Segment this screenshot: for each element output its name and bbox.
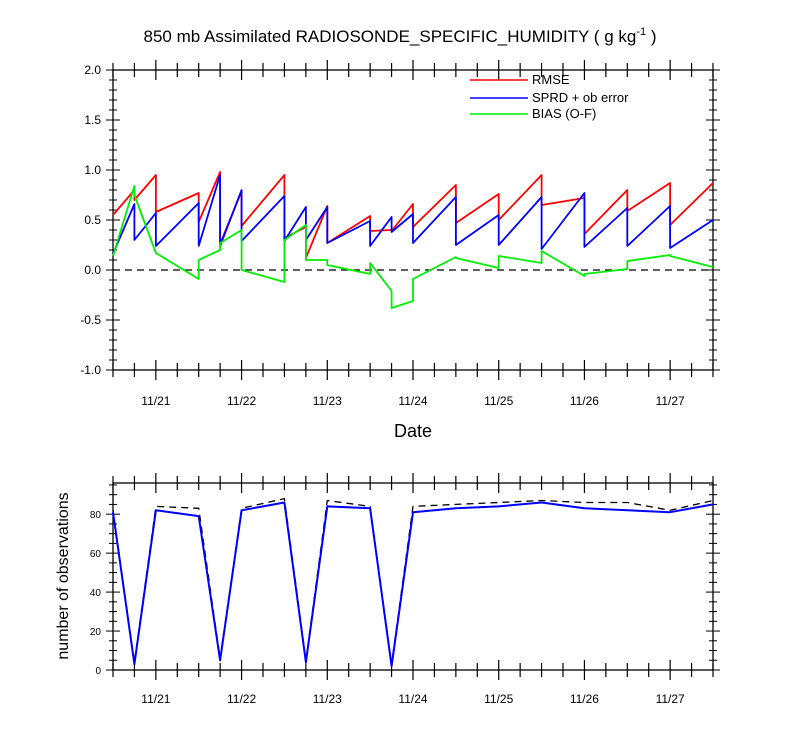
- top-chart-panel: 2.0 1.5 1.0 0.5 0.0 -0.5 -1.0 11/21 11/22 11/23 1…: [80, 60, 720, 441]
- bottom-x-tick-label: 11/24: [398, 692, 427, 706]
- chart-title-superscript: -1: [636, 26, 646, 38]
- top-x-tick-label: 11/27: [656, 394, 685, 408]
- bottom-x-tick-label: 11/25: [484, 692, 513, 706]
- top-x-tick-label: 11/22: [227, 394, 256, 408]
- legend-label-bias: BIAS (O-F): [532, 106, 596, 121]
- bottom-x-tick-label: 11/27: [656, 692, 685, 706]
- bottom-y-tick-label: 20: [90, 627, 102, 638]
- top-y-tick-label: 0.0: [84, 263, 101, 277]
- top-y-tick-label: 2.0: [84, 63, 101, 77]
- chart-title-main: 850 mb Assimilated RADIOSONDE_SPECIFIC_H…: [144, 27, 637, 46]
- bottom-chart-panel: 80 60 40 20 0 11/21 11/22 11/23 11/24 11/25 11/26…: [55, 473, 720, 706]
- legend: RMSE SPRD + ob error BIAS (O-F): [470, 72, 629, 121]
- top-y-tick-label: -1.0: [80, 363, 101, 377]
- bottom-y-tick-label: 60: [90, 549, 102, 560]
- top-x-tick-label: 11/23: [313, 394, 342, 408]
- top-y-tick-label: -0.5: [80, 313, 101, 327]
- top-x-tick-label: 11/26: [570, 394, 599, 408]
- bottom-x-tick-label: 11/22: [227, 692, 256, 706]
- bottom-y-tick-label: 80: [90, 510, 102, 521]
- top-y-tick-label: 1.5: [84, 113, 101, 127]
- obs-line-assimilated: [112, 501, 714, 668]
- top-x-tick-label: 11/21: [141, 394, 170, 408]
- series-line-sprd: [112, 174, 714, 255]
- legend-label-rmse: RMSE: [532, 72, 570, 87]
- bottom-x-tick-label: 11/26: [570, 692, 599, 706]
- bottom-y-tick-label: 40: [90, 588, 102, 599]
- bottom-y-tick-label: 0: [95, 666, 101, 677]
- chart-title: 850 mb Assimilated RADIOSONDE_SPECIFIC_H…: [144, 26, 657, 46]
- top-x-tick-label: 11/24: [398, 394, 427, 408]
- y-axis-label-observations: number of observations: [55, 492, 72, 659]
- chart-title-end: ): [646, 27, 656, 46]
- obs-line-total: [112, 497, 714, 665]
- top-x-tick-label: 11/25: [484, 394, 513, 408]
- bottom-x-tick-label: 11/21: [141, 692, 170, 706]
- top-y-tick-label: 1.0: [84, 163, 101, 177]
- legend-label-sprd: SPRD + ob error: [532, 90, 629, 105]
- x-axis-label: Date: [394, 421, 432, 441]
- series-line-bias: [112, 185, 714, 309]
- top-y-tick-label: 0.5: [84, 213, 101, 227]
- bottom-x-tick-label: 11/23: [313, 692, 342, 706]
